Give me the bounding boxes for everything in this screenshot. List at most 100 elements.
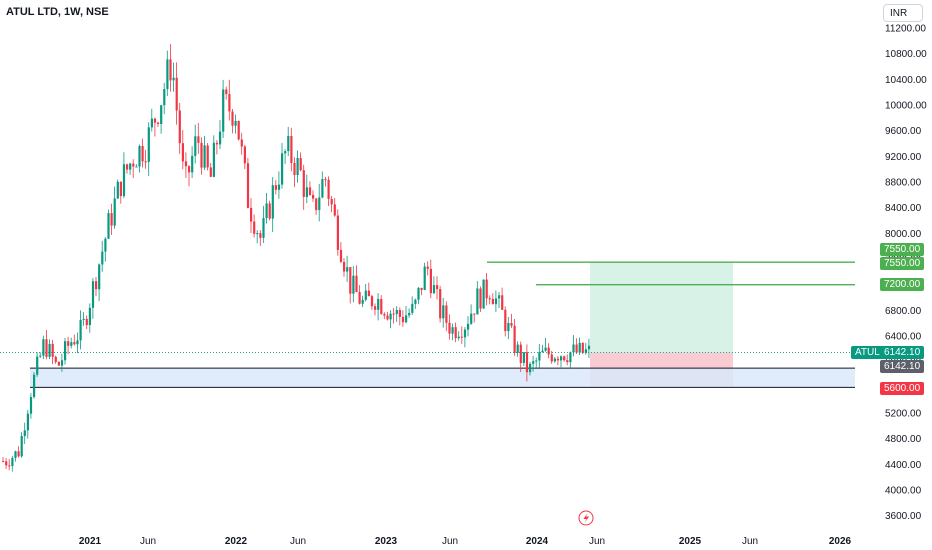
candle — [401, 310, 405, 327]
candle — [485, 273, 488, 306]
y-tick-label: 6400.00 — [885, 332, 922, 343]
candle — [8, 459, 11, 471]
candle — [265, 192, 268, 224]
candle — [147, 122, 150, 177]
candle — [256, 230, 259, 244]
x-tick-label: 2025 — [679, 536, 702, 547]
flash-icon[interactable] — [578, 510, 594, 526]
candle — [157, 121, 160, 127]
stop-price-tag[interactable]: 5600.00 — [880, 381, 925, 395]
price-tag-7550[interactable]: 7550.00 — [880, 256, 925, 270]
candle — [129, 162, 132, 175]
candle — [448, 314, 451, 340]
candle — [544, 337, 547, 352]
candle — [519, 341, 522, 372]
y-tick-label: 9200.00 — [885, 152, 922, 163]
candle — [29, 393, 33, 419]
candle — [197, 122, 200, 154]
entry-price-tag[interactable]: 6142.10 — [880, 360, 925, 374]
candle — [501, 287, 504, 311]
candle — [144, 149, 147, 169]
candle — [45, 329, 48, 360]
x-tick-label: 2026 — [829, 536, 852, 547]
candle — [451, 323, 454, 341]
candle — [126, 163, 129, 174]
candle — [380, 295, 383, 315]
candle — [42, 335, 45, 360]
candle — [240, 132, 243, 155]
candle — [281, 143, 284, 189]
candle — [184, 152, 188, 178]
candle — [532, 355, 535, 372]
candle — [91, 278, 95, 319]
demand-zone[interactable] — [30, 368, 855, 388]
candle — [262, 205, 265, 243]
candle — [389, 310, 392, 329]
y-tick-label: 3600.00 — [885, 511, 922, 522]
candle — [302, 164, 305, 210]
candle — [169, 44, 172, 92]
candle — [392, 308, 395, 324]
candle — [308, 181, 312, 197]
candle — [237, 120, 240, 141]
candle — [299, 152, 302, 172]
profit-zone[interactable] — [590, 262, 733, 353]
symbol-price-tag[interactable]: ATUL — [851, 346, 884, 360]
candle — [398, 307, 401, 326]
candle — [339, 242, 343, 264]
candle — [107, 209, 110, 240]
candle — [476, 281, 479, 315]
last-price-tag[interactable]: 6142.10 — [880, 346, 925, 360]
candle — [575, 338, 578, 354]
candle — [364, 283, 367, 302]
candle — [60, 353, 64, 372]
candle — [203, 135, 206, 170]
candle — [479, 286, 482, 312]
y-tick-label: 5200.00 — [885, 409, 922, 420]
candle — [305, 174, 308, 204]
candle — [507, 316, 510, 340]
candle — [395, 306, 398, 322]
candle — [163, 82, 166, 115]
candle — [246, 157, 250, 209]
y-tick-label: 8800.00 — [885, 178, 922, 189]
x-tick-label: 2023 — [375, 536, 398, 547]
level-lines-layer — [0, 261, 855, 353]
candle — [321, 171, 324, 199]
symbol-title[interactable]: ATUL LTD, 1W, NSE — [6, 6, 109, 18]
price-tag-7550-upper[interactable]: 7550.00 — [880, 242, 925, 256]
price-tag-7200[interactable]: 7200.00 — [880, 278, 925, 292]
y-tick-label: 10400.00 — [885, 75, 927, 86]
candle — [535, 357, 538, 369]
candle — [5, 458, 8, 470]
candle — [467, 316, 470, 337]
candle — [525, 344, 529, 382]
time-axis[interactable]: 2021 Jun 2022 Jun 2023 Jun 2024 Jun 2025 Jun 2026 — [79, 536, 852, 547]
currency-button[interactable]: INR — [883, 4, 923, 22]
candle — [315, 197, 318, 215]
candle — [76, 332, 79, 354]
candle — [122, 152, 126, 199]
y-tick-label: 9600.00 — [885, 126, 922, 137]
candle — [116, 179, 119, 199]
candle — [370, 294, 374, 310]
candle — [445, 301, 448, 332]
candle — [73, 334, 76, 346]
candle — [473, 313, 476, 323]
candle — [296, 150, 299, 183]
candle — [2, 457, 5, 463]
candle — [432, 276, 436, 295]
x-tick-label: Jun — [442, 536, 458, 547]
candle — [48, 339, 51, 360]
price-axis[interactable]: 11200.00 10800.00 10400.00 10000.00 9600.00 9… — [885, 24, 927, 523]
candle — [138, 144, 141, 173]
candle — [383, 312, 386, 320]
candle — [150, 108, 153, 132]
candle — [17, 446, 20, 458]
candle — [54, 355, 57, 365]
candle — [215, 140, 219, 155]
x-tick-label: Jun — [290, 536, 306, 547]
candle — [212, 135, 215, 178]
candle — [113, 186, 116, 229]
